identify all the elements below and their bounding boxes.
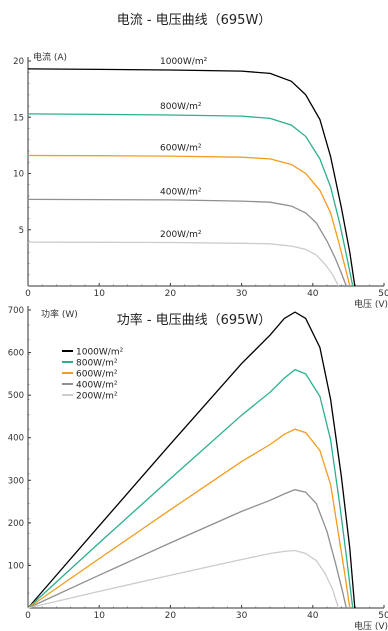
x-tick-label: 30	[236, 289, 248, 299]
x-tick-label: 30	[236, 611, 248, 621]
x-tick-label: 50	[378, 611, 388, 621]
series-line-3	[27, 154, 351, 287]
y-tick-label: 600	[8, 349, 24, 359]
x-tick-label: 0	[25, 289, 31, 299]
y-tick-label: 500	[8, 391, 24, 401]
y-tick-label: 10	[13, 170, 24, 180]
x-tick-label: 20	[165, 611, 177, 621]
series-label: 200W/m²	[160, 230, 202, 240]
legend-label: 400W/m²	[76, 381, 118, 391]
series-label: 600W/m²	[160, 144, 202, 154]
series-line-1	[27, 68, 356, 287]
chart-1: 电流 - 电压曲线（695W） 0 10 20 30 40 50 5 10 15 20 电流 (A) 电…	[13, 13, 388, 310]
y-axis-label: 电流 (A)	[33, 51, 67, 63]
series-line-4	[27, 198, 347, 287]
series-line-4	[27, 489, 347, 609]
chart-title: 电流 - 电压曲线（695W）	[117, 13, 272, 28]
x-tick-label: 10	[93, 289, 105, 299]
series-line-1	[27, 311, 356, 609]
legend-label: 600W/m²	[76, 370, 118, 380]
series-label: 1000W/m²	[160, 57, 208, 67]
y-tick-label: 200	[8, 519, 24, 529]
legend-label: 1000W/m²	[76, 348, 124, 358]
series-label: 800W/m²	[160, 102, 202, 112]
x-axis-label: 电压 (V)	[354, 620, 388, 631]
y-tick-label: 700	[8, 306, 24, 316]
y-tick-label: 5	[19, 226, 24, 236]
x-tick-label: 40	[307, 611, 319, 621]
series-line-2	[27, 368, 354, 609]
y-tick-label: 15	[13, 113, 24, 123]
legend-label: 800W/m²	[76, 359, 118, 369]
x-tick-label: 50	[378, 289, 388, 299]
x-tick-label: 40	[307, 289, 319, 299]
y-tick-label: 400	[8, 434, 24, 444]
y-tick-label: 100	[8, 561, 24, 571]
series-line-5	[27, 241, 339, 287]
series-line-3	[27, 428, 351, 609]
x-tick-label: 10	[93, 611, 105, 621]
x-axis-label: 电压 (V)	[354, 298, 388, 310]
chart-title: 功率 - 电压曲线（695W）	[117, 312, 272, 328]
y-axis-label: 功率 (W)	[41, 308, 78, 320]
x-tick-label: 0	[25, 611, 31, 621]
x-tick-label: 20	[165, 289, 177, 299]
chart-2: 功率 - 电压曲线（695W） 0 10 20 30 40 50 100 200 300 400 50…	[8, 306, 388, 631]
series-line-5	[27, 549, 340, 609]
series-label: 400W/m²	[160, 187, 202, 197]
series-line-2	[27, 113, 354, 287]
y-tick-label: 20	[13, 57, 24, 67]
legend-label: 200W/m²	[76, 392, 118, 402]
y-tick-label: 300	[8, 476, 24, 486]
